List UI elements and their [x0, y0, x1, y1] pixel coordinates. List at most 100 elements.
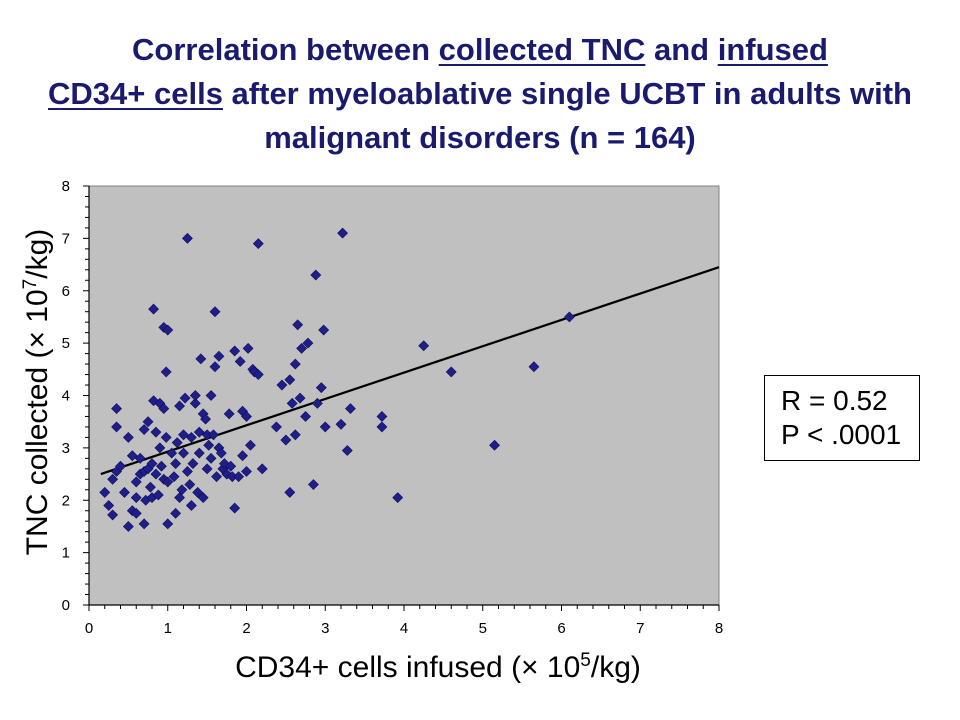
data-point: [119, 486, 130, 498]
data-point: [318, 324, 330, 336]
data-point: [211, 471, 222, 483]
data-point: [229, 345, 241, 357]
data-point: [145, 481, 156, 493]
data-point: [337, 227, 348, 239]
data-point: [234, 356, 246, 367]
data-point: [193, 447, 205, 459]
data-point: [138, 518, 150, 530]
data-point: [335, 418, 347, 430]
y-tick-label: 2: [62, 492, 70, 509]
data-point: [215, 447, 227, 459]
data-point: [392, 492, 404, 504]
data-point: [142, 416, 154, 428]
data-point: [311, 397, 323, 409]
data-point: [146, 458, 158, 470]
data-point: [229, 502, 241, 514]
x-tick-label: 7: [636, 620, 644, 637]
x-tick-label: 5: [479, 620, 487, 637]
data-point: [252, 238, 264, 250]
data-point: [241, 466, 252, 477]
data-point: [130, 492, 142, 504]
data-point: [170, 458, 182, 470]
data-point: [296, 342, 308, 354]
data-point: [201, 463, 213, 475]
data-point: [319, 421, 331, 433]
y-tick-label: 4: [62, 388, 70, 405]
y-tick-label: 6: [62, 283, 70, 300]
x-tick-label: 0: [85, 620, 93, 637]
data-point: [160, 431, 172, 443]
data-point: [345, 403, 356, 415]
y-tick-label: 5: [62, 335, 70, 352]
data-point: [256, 463, 268, 475]
x-tick-label: 2: [242, 620, 250, 637]
data-point: [205, 390, 217, 401]
data-point: [189, 397, 201, 409]
x-axis-label-prefix: CD34+ cells infused (× 10: [235, 651, 580, 684]
data-point: [170, 507, 182, 519]
data-point: [185, 431, 197, 443]
data-point: [225, 460, 237, 472]
title-part: after myeloablative single UCBT in adult…: [222, 76, 912, 155]
data-point: [182, 232, 193, 244]
y-axis-label-suffix: /kg): [21, 229, 54, 279]
data-point: [489, 439, 500, 451]
data-point: [103, 500, 115, 511]
data-point: [209, 361, 221, 373]
data-point: [445, 366, 457, 378]
data-point: [158, 403, 170, 415]
data-point: [292, 319, 304, 331]
data-point: [182, 466, 193, 477]
x-tick-label: 4: [400, 620, 408, 637]
data-point: [208, 429, 219, 441]
data-point: [174, 400, 185, 412]
data-point: [223, 408, 235, 420]
data-point: [162, 476, 174, 488]
data-point: [126, 450, 138, 462]
tick-labels: 0 1 2 3 4 5 6 7 8 0 1 2 3 4 5 6 7 8: [62, 178, 724, 637]
data-point: [138, 424, 150, 435]
data-point: [189, 390, 201, 401]
data-point: [376, 421, 388, 433]
x-axis-label: CD34+ cells infused (× 105/kg): [235, 650, 641, 684]
data-point: [160, 366, 172, 378]
data-point: [308, 479, 319, 490]
x-tick-label: 8: [715, 620, 723, 637]
data-point: [176, 484, 188, 496]
data-point: [178, 429, 189, 441]
title-cd34-cells: CD34+ cells: [48, 76, 223, 111]
trend-line: [100, 266, 720, 476]
data-point: [310, 269, 322, 281]
data-point: [284, 486, 296, 498]
stats-box: R = 0.52 P < .0001: [764, 375, 920, 461]
data-point: [302, 337, 314, 349]
data-point: [174, 492, 185, 504]
data-point: [289, 358, 301, 370]
x-axis-label-suffix: /kg): [591, 651, 641, 684]
data-point: [418, 340, 430, 352]
data-point: [197, 492, 209, 504]
r-value: R = 0.52: [781, 385, 888, 416]
data-point: [168, 471, 180, 483]
data-point: [289, 429, 301, 441]
data-point: [271, 421, 282, 433]
data-point: [107, 509, 119, 521]
data-point: [185, 500, 197, 511]
data-point: [171, 437, 183, 449]
title-infused: infused: [717, 32, 828, 67]
data-point: [284, 374, 296, 386]
data-points: [99, 227, 575, 532]
x-tick-label: 6: [557, 620, 565, 637]
y-tick-label: 7: [62, 230, 70, 247]
data-point: [184, 479, 196, 490]
data-point: [294, 392, 306, 404]
y-axis-label-sup: 7: [20, 279, 41, 290]
y-axis-label: TNC collected (× 107/kg): [20, 229, 54, 556]
y-tick-label: 3: [62, 440, 70, 457]
data-point: [148, 303, 159, 315]
data-point: [276, 379, 288, 391]
data-point: [99, 486, 111, 498]
data-point: [286, 397, 298, 409]
data-point: [122, 521, 134, 532]
